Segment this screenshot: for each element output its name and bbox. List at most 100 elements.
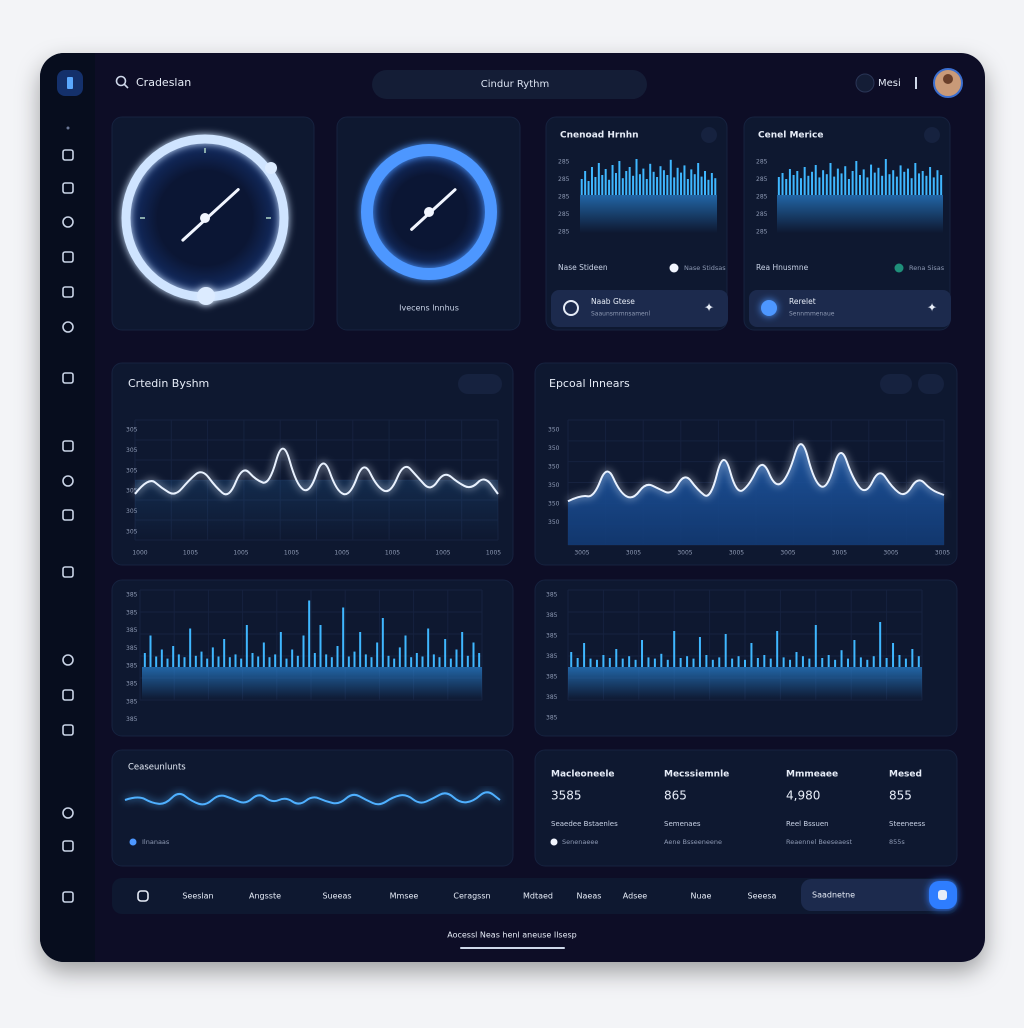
nav-item[interactable]: Nuae [691,892,712,901]
bar [885,658,888,667]
nav-item[interactable]: Adsee [623,892,648,901]
bar [595,659,598,667]
bar [189,628,192,667]
nav-item[interactable]: Sueeas [322,892,351,901]
search-text[interactable]: Cradeslan [136,76,191,89]
nav-icon[interactable] [62,689,74,701]
nav-action[interactable] [801,879,957,911]
nav-item[interactable]: Angsste [249,892,281,901]
action-button[interactable] [551,290,728,327]
bar [799,178,802,195]
y-tick-label: 385 [126,645,138,652]
bar [763,655,766,667]
nav-icon[interactable] [62,216,74,228]
x-tick-label: 1005 [233,550,248,557]
nav-item[interactable]: Mmsee [390,892,419,901]
bar [731,658,734,667]
y-tick-label: 385 [546,694,558,701]
status-icon[interactable] [855,73,875,93]
bar [917,656,920,667]
x-tick-label: 3005 [832,550,847,557]
nav-icon[interactable] [62,654,74,666]
nav-item[interactable]: Seeslan [182,892,213,901]
bar [698,637,701,667]
nav-icon[interactable] [62,566,74,578]
bar [693,174,696,195]
user-name[interactable]: Mesi [878,78,901,89]
bar [686,656,689,667]
bar [683,165,686,195]
bar-reflection [568,667,922,700]
y-tick-label: 350 [548,427,560,434]
bar [859,175,861,195]
bar [697,163,700,195]
toggle[interactable] [669,263,679,273]
nav-icon[interactable] [62,372,74,384]
nav-item[interactable]: Ceragssn [453,892,490,901]
bar [653,658,656,667]
chart-button[interactable] [458,374,502,394]
chart-button[interactable] [918,374,944,394]
bar [583,643,586,667]
bar [364,654,367,667]
panel-icon[interactable] [924,127,940,143]
bar [652,171,655,195]
bar [822,170,825,195]
logo-mark [67,77,73,89]
bar [257,656,260,667]
panel-icon[interactable] [701,127,717,143]
bar [206,658,209,667]
bar [649,163,652,195]
bar [827,655,830,667]
x-tick-label: 1005 [385,550,400,557]
stat-label: Mesed [889,770,922,780]
nav-icon[interactable] [62,321,74,333]
stat-label: Mmmeaee [786,770,838,780]
nav-icon[interactable] [62,475,74,487]
nav-icon[interactable] [62,182,74,194]
bar [155,656,158,667]
toggle[interactable] [894,263,904,273]
y-tick-label: 285 [756,176,768,183]
y-tick-label: 305 [126,467,138,474]
nav-icon[interactable] [137,890,149,902]
nav-icon[interactable] [62,286,74,298]
nav-icon[interactable] [62,149,74,161]
search-icon[interactable] [115,75,127,87]
nav-icon[interactable] [62,440,74,452]
stat-value: 3585 [551,789,582,803]
bar [656,177,659,195]
bar [821,658,824,667]
bar [279,632,282,667]
bar [638,174,641,195]
stat-label: Mecssiemnle [664,770,729,780]
nav-icon[interactable] [62,509,74,521]
panel-footer: Rea Hnusmne [756,263,809,272]
bar [903,171,906,195]
nav-item[interactable]: Seeesa [748,892,777,901]
x-tick-label: 3005 [935,550,950,557]
nav-icon[interactable] [62,724,74,736]
stat-sub: Aene Bsseeneene [664,838,722,846]
nav-icon[interactable] [62,251,74,263]
nav-item[interactable]: Mdtaed [523,892,553,901]
bar [680,172,683,195]
bar [584,171,587,195]
button-title: Naab Gtese [591,297,635,306]
nav-icon[interactable] [62,840,74,852]
bar [291,649,294,667]
action-button[interactable] [749,290,951,327]
bar [628,167,631,195]
bar [308,600,311,667]
bar [302,635,305,667]
panel-title: Cenel Merice [758,131,823,141]
nav-icon[interactable] [62,807,74,819]
bar [387,655,390,667]
bar [381,618,384,667]
nav-icon[interactable] [62,891,74,903]
nav-item[interactable]: Naeas [577,892,602,901]
y-tick-label: 285 [756,194,768,201]
bar [777,177,780,195]
chart-button[interactable] [880,374,912,394]
dial-label: Ivecens lnnhus [399,304,459,313]
